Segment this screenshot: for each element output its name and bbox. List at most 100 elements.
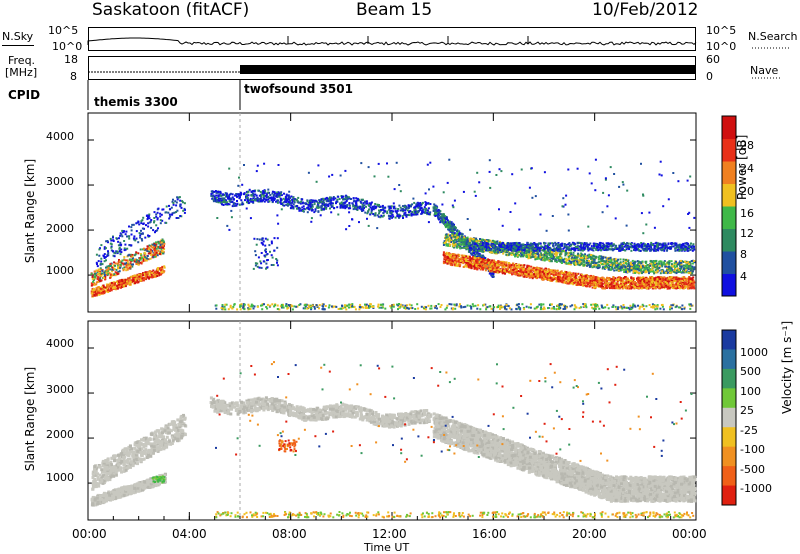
power-echo-rising-band (122, 230, 125, 233)
power-echo-low-band (136, 279, 139, 282)
power-echo-far-band (418, 205, 421, 208)
power-echo-patch (276, 261, 278, 264)
power-echo-mid-band (156, 254, 159, 257)
power-echo-low-band (98, 291, 101, 294)
power-echo-evening-red (526, 266, 529, 269)
power-echo-mid-band (107, 273, 109, 276)
power-echo-evening-red (624, 286, 627, 289)
power-echo-rising-band (172, 198, 174, 201)
power-echo-evening-red (575, 277, 578, 280)
power-echo-descending (448, 227, 451, 230)
power-echo-rising-band (105, 240, 108, 243)
power-echo-low-band (130, 276, 133, 279)
power-echo-evening-red (505, 269, 508, 272)
power-echo-far-band (374, 212, 377, 215)
power-echo-far-band (327, 203, 329, 206)
power-echo-far-band (419, 207, 422, 210)
power-echo-rising-band (124, 243, 127, 246)
power-echo-rising-band (147, 215, 150, 218)
power-echo-evening-red (574, 272, 577, 275)
power-echo-far-band (215, 191, 218, 194)
power-echo-rising-band (168, 204, 170, 207)
power-echo-evening-red (689, 284, 692, 287)
power-echo-far-band (262, 190, 265, 193)
power-echo-evening-red (442, 262, 445, 265)
power-echo-low-band (105, 288, 108, 291)
power-echo-mid-band (144, 248, 147, 251)
power-echo-far-band (424, 201, 427, 204)
power-echo-rising-band (100, 257, 103, 260)
power-echo-mid-band (146, 245, 149, 248)
power-echo-mid-band (137, 263, 140, 266)
power-echo-mid-band (148, 244, 151, 247)
power-echo-mid-band (112, 264, 115, 267)
power-echo-evening-red (523, 275, 526, 278)
power-echo-descending (453, 232, 456, 235)
velocity-ytick-4000: 4000 (46, 337, 74, 350)
power-echo-descending (432, 207, 435, 210)
power-echo-evening-red (584, 275, 587, 278)
power-echo-evening-red (656, 278, 659, 281)
power-echo-far-band (358, 206, 361, 209)
power-echo-far-band (223, 197, 226, 200)
xtick-6: 00:00 (672, 527, 707, 541)
power-echo-rising-band (133, 235, 136, 238)
power-echo-descending (451, 233, 454, 235)
power-echo-descending (445, 216, 448, 219)
power-echo-far-band (306, 200, 309, 203)
power-echo-far-band (351, 202, 354, 205)
power-echo-mid-band (90, 284, 93, 287)
power-echo-evening-red (488, 259, 491, 262)
power-echo-low-band (134, 282, 136, 285)
power-echo-far-band (366, 212, 369, 215)
velocity-colorbar-segment (722, 485, 736, 506)
power-echo-mid-band (100, 274, 103, 277)
power-echo-far-band (389, 211, 392, 214)
power-echo-far-band (424, 211, 427, 214)
power-echo-evening-red (511, 273, 514, 276)
power-echo-low-band (121, 285, 123, 288)
power-echo-evening-red (473, 266, 476, 269)
power-echo-low-band (98, 293, 101, 296)
power-echo-low-band (161, 265, 164, 268)
power-echo-rising-band (103, 246, 106, 249)
power-echo-descending (455, 234, 458, 236)
power-echo-low-band (100, 290, 103, 293)
power-echo-mid-band (102, 277, 105, 279)
power-echo-evening-red (688, 276, 691, 279)
power-echo-rising-band (126, 235, 128, 238)
power-echo-far-band (405, 206, 408, 209)
power-echo-evening-red (500, 264, 503, 267)
power-echo-descending (458, 237, 461, 240)
power-echo-far-band (249, 197, 252, 200)
power-echo-rising-band (174, 200, 177, 203)
power-echo-low-band (98, 288, 101, 291)
power-echo-mid-band (147, 258, 150, 261)
power-echo-rising-band (124, 233, 127, 236)
power-echo-far-band (420, 207, 423, 209)
power-echo-evening-red (552, 278, 555, 281)
xtick-2: 08:00 (272, 527, 307, 541)
nsky-trace (87, 37, 697, 46)
power-echo-far-band (322, 208, 325, 211)
power-echo-far-band (348, 204, 351, 207)
power-echo-low-band (121, 280, 124, 283)
power-echo-far-band (370, 211, 373, 214)
power-echo-evening-red (631, 286, 634, 289)
power-echo-far-band (259, 190, 262, 193)
power-echo-evening-red (604, 282, 607, 285)
power-echo-descending (445, 218, 448, 221)
power-echo-evening-red (640, 276, 643, 279)
power-echo-far-band (352, 197, 355, 200)
cpid-label: CPID (8, 88, 41, 102)
power-echo-far-band (380, 214, 383, 217)
power-echo-far-band (226, 195, 229, 198)
power-echo-low-band (116, 287, 119, 290)
power-echo-far-band (337, 195, 340, 198)
power-echo-far-band (348, 197, 351, 200)
power-echo-mid-band (100, 268, 103, 271)
power-echo-low-band (109, 285, 112, 288)
power-echo-rising-band (137, 241, 140, 244)
power-echo-low-band (142, 279, 145, 282)
power-echo-far-band (419, 202, 422, 204)
